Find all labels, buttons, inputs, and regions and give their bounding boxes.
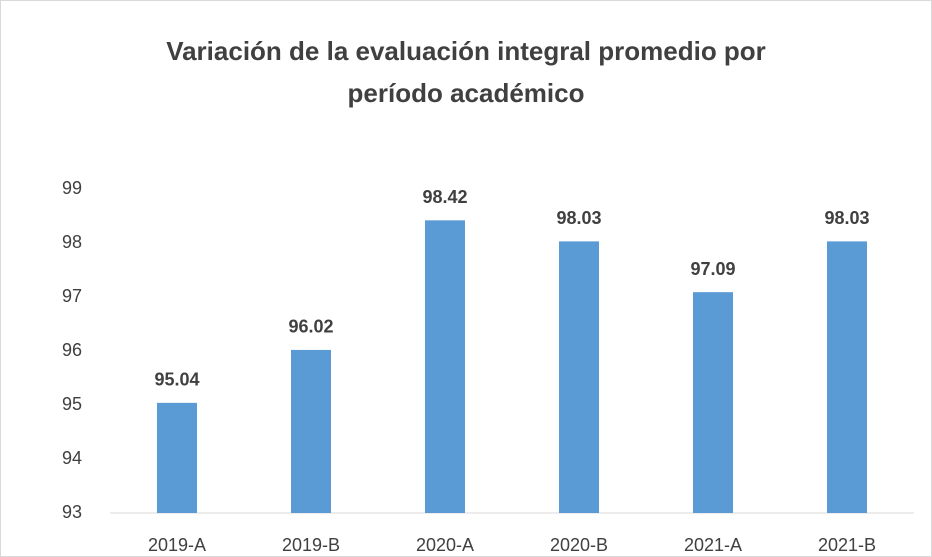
y-tick-label: 94 bbox=[62, 448, 82, 468]
y-tick-label: 96 bbox=[62, 340, 82, 360]
x-tick-label: 2021-A bbox=[684, 535, 742, 555]
data-label: 98.03 bbox=[556, 208, 601, 228]
x-tick-label: 2020-B bbox=[550, 535, 608, 555]
x-tick-label: 2020-A bbox=[416, 535, 474, 555]
bar bbox=[425, 220, 465, 513]
bar bbox=[693, 292, 733, 513]
bar bbox=[827, 241, 867, 513]
data-label: 98.42 bbox=[422, 187, 467, 207]
bar bbox=[559, 241, 599, 513]
y-tick-label: 98 bbox=[62, 232, 82, 252]
y-tick-label: 93 bbox=[62, 502, 82, 522]
x-tick-label: 2021-B bbox=[818, 535, 876, 555]
chart-title: Variación de la evaluación integral prom… bbox=[166, 36, 766, 108]
bar bbox=[291, 349, 331, 513]
data-label: 96.02 bbox=[288, 317, 333, 337]
data-label: 95.04 bbox=[154, 370, 199, 390]
data-label: 98.03 bbox=[824, 208, 869, 228]
x-tick-label: 2019-B bbox=[282, 535, 340, 555]
data-label: 97.09 bbox=[690, 259, 735, 279]
y-tick-label: 95 bbox=[62, 394, 82, 414]
bar bbox=[157, 402, 197, 513]
x-tick-label: 2019-A bbox=[148, 535, 206, 555]
y-tick-label: 97 bbox=[62, 286, 82, 306]
y-tick-label: 99 bbox=[62, 178, 82, 198]
